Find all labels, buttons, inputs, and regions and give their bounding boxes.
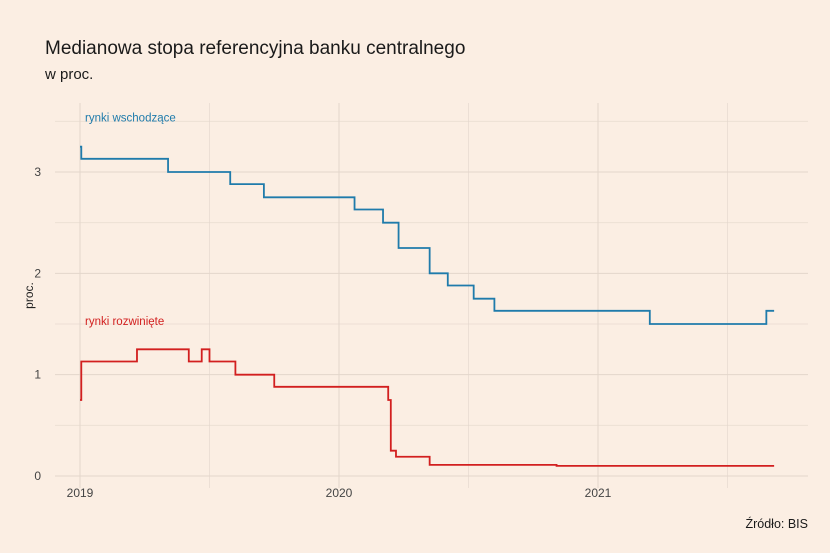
series-line-2 — [80, 348, 775, 467]
series-line-1 — [80, 145, 775, 325]
x-tick-label: 2021 — [585, 486, 612, 500]
y-tick-label: 1 — [34, 368, 41, 382]
tick-layer: 2019 2020 2021 0 1 2 3 — [34, 165, 611, 500]
series-label: rynki wschodzące — [85, 112, 176, 124]
y-axis-label: proc. — [22, 282, 36, 309]
x-tick-label: 2020 — [326, 486, 353, 500]
source-note: Źródło: BIS — [745, 517, 808, 531]
series-layer: rynki wschodzące rynki rozwinięte — [80, 112, 775, 467]
chart-title: Medianowa stopa referencyjna banku centr… — [45, 38, 466, 59]
y-tick-label: 0 — [34, 469, 41, 483]
chart-subtitle: w proc. — [45, 66, 94, 83]
series-label: rynki rozwinięte — [85, 316, 164, 328]
y-tick-label: 3 — [34, 165, 41, 179]
y-tick-label: 2 — [34, 266, 41, 280]
x-tick-label: 2019 — [67, 486, 94, 500]
